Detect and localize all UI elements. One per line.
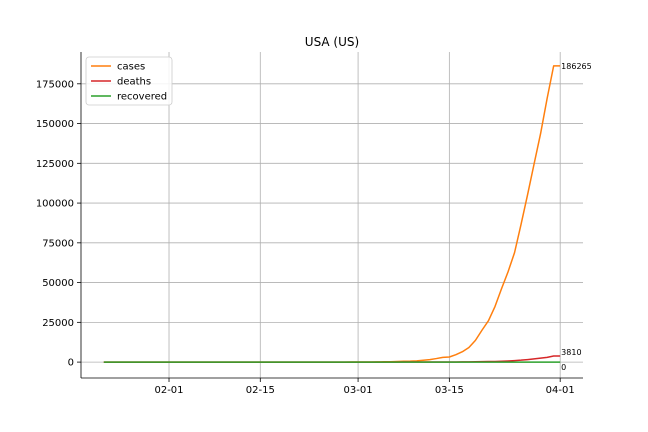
tick-labels: 0 25000 50000 75000 100000 125000 150000 175000…: [36, 79, 575, 396]
y-tick-label: 100000: [36, 199, 74, 210]
y-tick-label: 50000: [42, 278, 74, 289]
axes: [77, 52, 583, 382]
end-labels: 186265 3810 0: [561, 62, 592, 372]
x-tick-label: 02-15: [246, 385, 275, 396]
legend-label-deaths: deaths: [117, 77, 151, 88]
x-tick-label: 03-15: [435, 385, 464, 396]
legend-label-cases: cases: [117, 62, 145, 73]
x-tick-label: 02-01: [154, 385, 183, 396]
x-tick-label: 04-01: [546, 385, 575, 396]
legend: cases deaths recovered: [85, 56, 173, 106]
y-tick-label: 25000: [42, 318, 74, 329]
y-tick-label: 150000: [36, 119, 74, 130]
y-tick-label: 175000: [36, 79, 74, 90]
legend-label-recovered: recovered: [117, 92, 167, 103]
series-line-deaths: [103, 355, 561, 363]
y-tick-label: 125000: [36, 159, 74, 170]
legend-box: [85, 56, 173, 106]
y-tick-label: 75000: [42, 238, 74, 249]
chart-title: USA (US): [305, 35, 359, 49]
grid-lines: [81, 52, 583, 378]
end-label-deaths: 3810: [561, 348, 581, 357]
series-line-cases: [103, 65, 561, 363]
y-tick-label: 0: [68, 358, 74, 369]
end-label-recovered: 0: [561, 363, 566, 372]
series-lines: [103, 65, 561, 363]
x-tick-label: 03-01: [344, 385, 373, 396]
end-label-cases: 186265: [561, 62, 592, 71]
